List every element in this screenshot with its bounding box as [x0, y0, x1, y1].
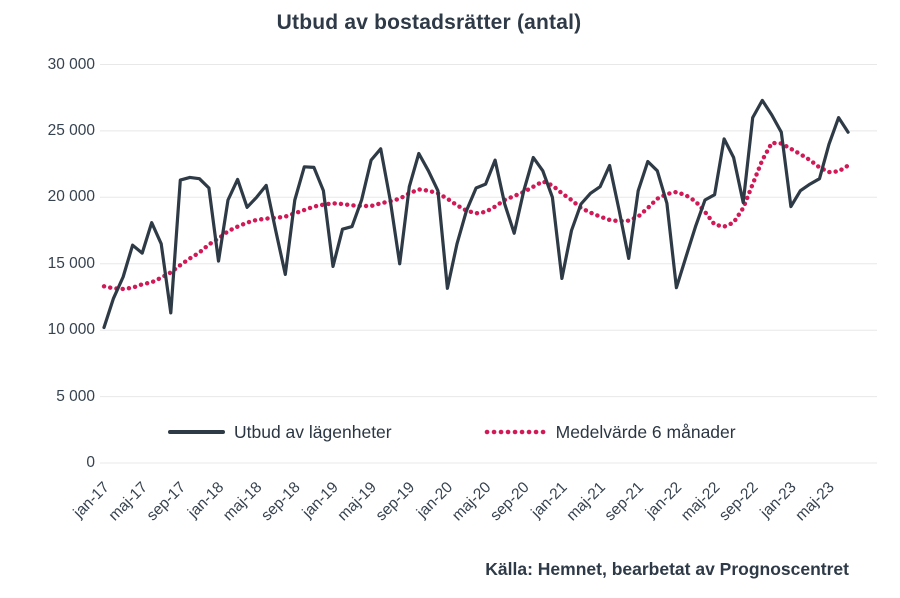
y-axis-tick-label: 0 — [86, 454, 95, 471]
x-axis-tick-label: sep-17 — [144, 479, 190, 525]
x-axis-tick-label: maj-22 — [678, 479, 724, 525]
x-axis-tick-label: maj-18 — [220, 479, 266, 525]
x-axis-tick-label: jan-20 — [413, 479, 456, 522]
y-axis-tick-label: 30 000 — [47, 55, 95, 73]
chart-title: Utbud av bostadsrätter (antal) — [276, 11, 582, 34]
x-axis-tick-label: jan-17 — [70, 479, 113, 522]
x-axis-tick-label: jan-22 — [642, 479, 685, 522]
y-axis-tick-label: 25 000 — [47, 121, 95, 139]
x-axis-tick-label: jan-23 — [757, 479, 800, 522]
y-axis-tick-label: 20 000 — [47, 188, 95, 206]
x-axis-tick-label: sep-18 — [258, 479, 304, 525]
y-axis-tick-label: 15 000 — [47, 254, 95, 272]
average-series-line — [101, 140, 851, 292]
legend-label-average: Medelvärde 6 månader — [555, 421, 736, 442]
legend: Utbud av lägenheter Medelvärde 6 månader — [168, 419, 736, 445]
x-axis-tick-label: jan-18 — [184, 479, 227, 522]
x-axis-tick-label: sep-22 — [716, 479, 762, 525]
source-note: Källa: Hemnet, bearbetat av Prognoscentr… — [485, 559, 849, 579]
x-axis-tick-label: sep-19 — [373, 479, 419, 525]
supply-series-line — [102, 98, 850, 330]
supply-line-swatch — [168, 430, 225, 434]
x-axis-tick-label: jan-21 — [528, 479, 571, 522]
x-axis-tick-label: maj-23 — [792, 479, 838, 525]
x-axis-tick-label: jan-19 — [299, 479, 342, 522]
x-axis-tick-label: maj-19 — [334, 479, 380, 525]
y-axis-tick-label: 5 000 — [56, 387, 95, 405]
x-axis-tick-label: maj-21 — [563, 479, 609, 525]
y-axis-tick-label: 10 000 — [47, 321, 95, 339]
x-axis-tick-label: maj-20 — [449, 479, 495, 525]
average-line-swatch — [484, 429, 546, 435]
legend-label-supply: Utbud av lägenheter — [234, 421, 392, 442]
x-axis-tick-label: sep-20 — [487, 479, 533, 525]
x-axis-tick-label: sep-21 — [601, 479, 647, 525]
x-axis-tick-label: maj-17 — [105, 479, 151, 525]
